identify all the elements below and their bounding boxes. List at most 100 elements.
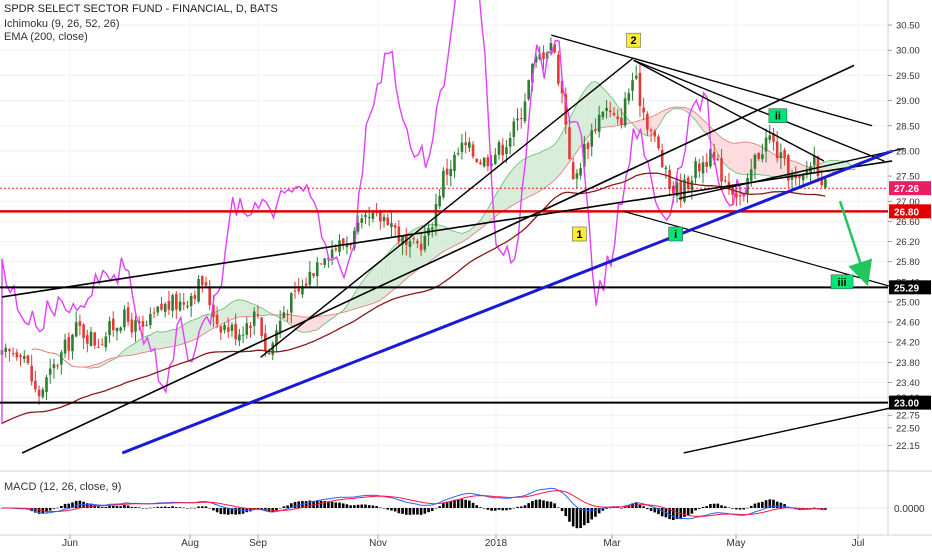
ichimoku-cloud-segment <box>744 142 748 175</box>
ichimoku-cloud-segment <box>154 332 158 350</box>
macd-histogram-bar <box>208 508 211 509</box>
price-tick-label: 25.80 <box>896 257 920 268</box>
ichimoku-cloud-segment <box>555 139 559 180</box>
macd-histogram-bar <box>780 503 783 508</box>
candle-body <box>179 302 182 311</box>
candle-body <box>82 324 85 338</box>
price-tick-label: 24.20 <box>896 338 920 349</box>
macd-histogram-bar <box>728 508 731 509</box>
macd-histogram-bar <box>464 500 467 508</box>
macd-histogram-bar <box>309 501 312 508</box>
candle-body <box>576 173 579 178</box>
ichimoku-cloud-segment <box>247 301 251 316</box>
candle-body <box>494 155 497 164</box>
macd-histogram-bar <box>364 505 367 508</box>
candle-body <box>75 322 78 336</box>
candle-body <box>320 264 323 265</box>
macd-histogram-bar <box>576 508 579 528</box>
ichimoku-cloud-segment <box>314 317 318 331</box>
macd-histogram-bar <box>201 506 204 508</box>
price-tick-label: 23.80 <box>896 358 920 369</box>
candle-body <box>323 259 326 265</box>
candle-body <box>364 215 367 217</box>
macd-histogram-bar <box>553 503 556 508</box>
ichimoku-cloud-segment <box>236 300 240 318</box>
macd-histogram-bar <box>731 508 734 509</box>
macd-histogram-bar <box>694 508 697 510</box>
candle-body <box>398 227 401 242</box>
candle-body <box>53 364 56 368</box>
candle-body <box>635 76 638 79</box>
trendline-rising-wedge <box>22 65 854 453</box>
candle-body <box>208 287 211 305</box>
macd-histogram-bar <box>735 508 738 509</box>
candle-body <box>513 121 516 137</box>
price-tick-label: 26.60 <box>896 217 920 228</box>
macd-histogram-bar <box>346 504 349 508</box>
wave-label-2: 2 <box>630 35 636 47</box>
candle-body <box>168 301 171 310</box>
price-tick-label: 30.00 <box>896 46 920 57</box>
macd-histogram-bar <box>713 504 716 508</box>
macd-histogram-bar <box>405 508 408 515</box>
candle-body <box>449 169 452 176</box>
macd-histogram-bar <box>205 506 208 508</box>
candle-body <box>45 377 48 392</box>
candle-body <box>186 306 189 307</box>
ichimoku-cloud-segment <box>781 157 785 177</box>
candle-body <box>509 138 512 147</box>
macd-histogram-bar <box>101 507 104 508</box>
macd-histogram-bar <box>590 508 593 519</box>
candle-body <box>279 321 282 333</box>
candle-body <box>8 349 11 351</box>
candle-body <box>602 112 605 117</box>
candle-body <box>750 169 753 180</box>
macd-histogram-bar <box>524 505 527 508</box>
ichimoku-cloud-segment <box>551 145 555 184</box>
macd-histogram-bar <box>461 499 464 508</box>
macd-histogram-bar <box>97 506 100 508</box>
candle-body <box>483 158 486 167</box>
candle-body <box>646 114 649 130</box>
candle-body <box>420 244 423 251</box>
candle-body <box>472 145 475 157</box>
candle-body <box>783 150 786 158</box>
candle-body <box>698 164 701 172</box>
macd-histogram-bar <box>698 508 701 509</box>
candle-body <box>156 306 159 312</box>
candle-body <box>60 352 63 364</box>
candle-body <box>283 312 286 318</box>
macd-histogram-bar <box>56 508 59 509</box>
candle-body <box>424 236 427 250</box>
macd-histogram-bar <box>498 508 501 510</box>
price-marker-23.00: 23.00 <box>894 399 919 410</box>
macd-histogram-bar <box>687 508 690 516</box>
candle-body <box>487 157 490 166</box>
candle-body <box>4 348 7 352</box>
ema-legend: EMA (200, close) <box>4 31 88 43</box>
macd-histogram-bar <box>398 508 401 513</box>
time-label-Mar: Mar <box>603 538 621 549</box>
macd-histogram-bar <box>220 508 223 514</box>
candle-body <box>776 142 779 159</box>
candle-body <box>142 321 145 327</box>
macd-histogram-bar <box>279 508 282 509</box>
ichimoku-cloud-segment <box>544 149 548 189</box>
candle-body <box>16 352 19 357</box>
candle-body <box>30 366 33 382</box>
candle-body <box>249 326 252 328</box>
ichimoku-cloud-segment <box>228 302 232 321</box>
macd-histogram-bar <box>765 500 768 508</box>
time-label-2018: 2018 <box>485 538 508 549</box>
ichimoku-cloud-segment <box>759 145 763 175</box>
candle-body <box>550 43 553 50</box>
macd-histogram-bar <box>131 507 134 508</box>
macd-histogram-bar <box>431 508 434 511</box>
macd-histogram-bar <box>119 506 122 508</box>
macd-histogram-bar <box>275 508 278 510</box>
ichimoku-legend: Ichimoku (9, 26, 52, 26) <box>4 18 120 30</box>
candle-body <box>527 80 530 99</box>
macd-histogram-bar <box>60 506 63 508</box>
candle-body <box>175 294 178 310</box>
